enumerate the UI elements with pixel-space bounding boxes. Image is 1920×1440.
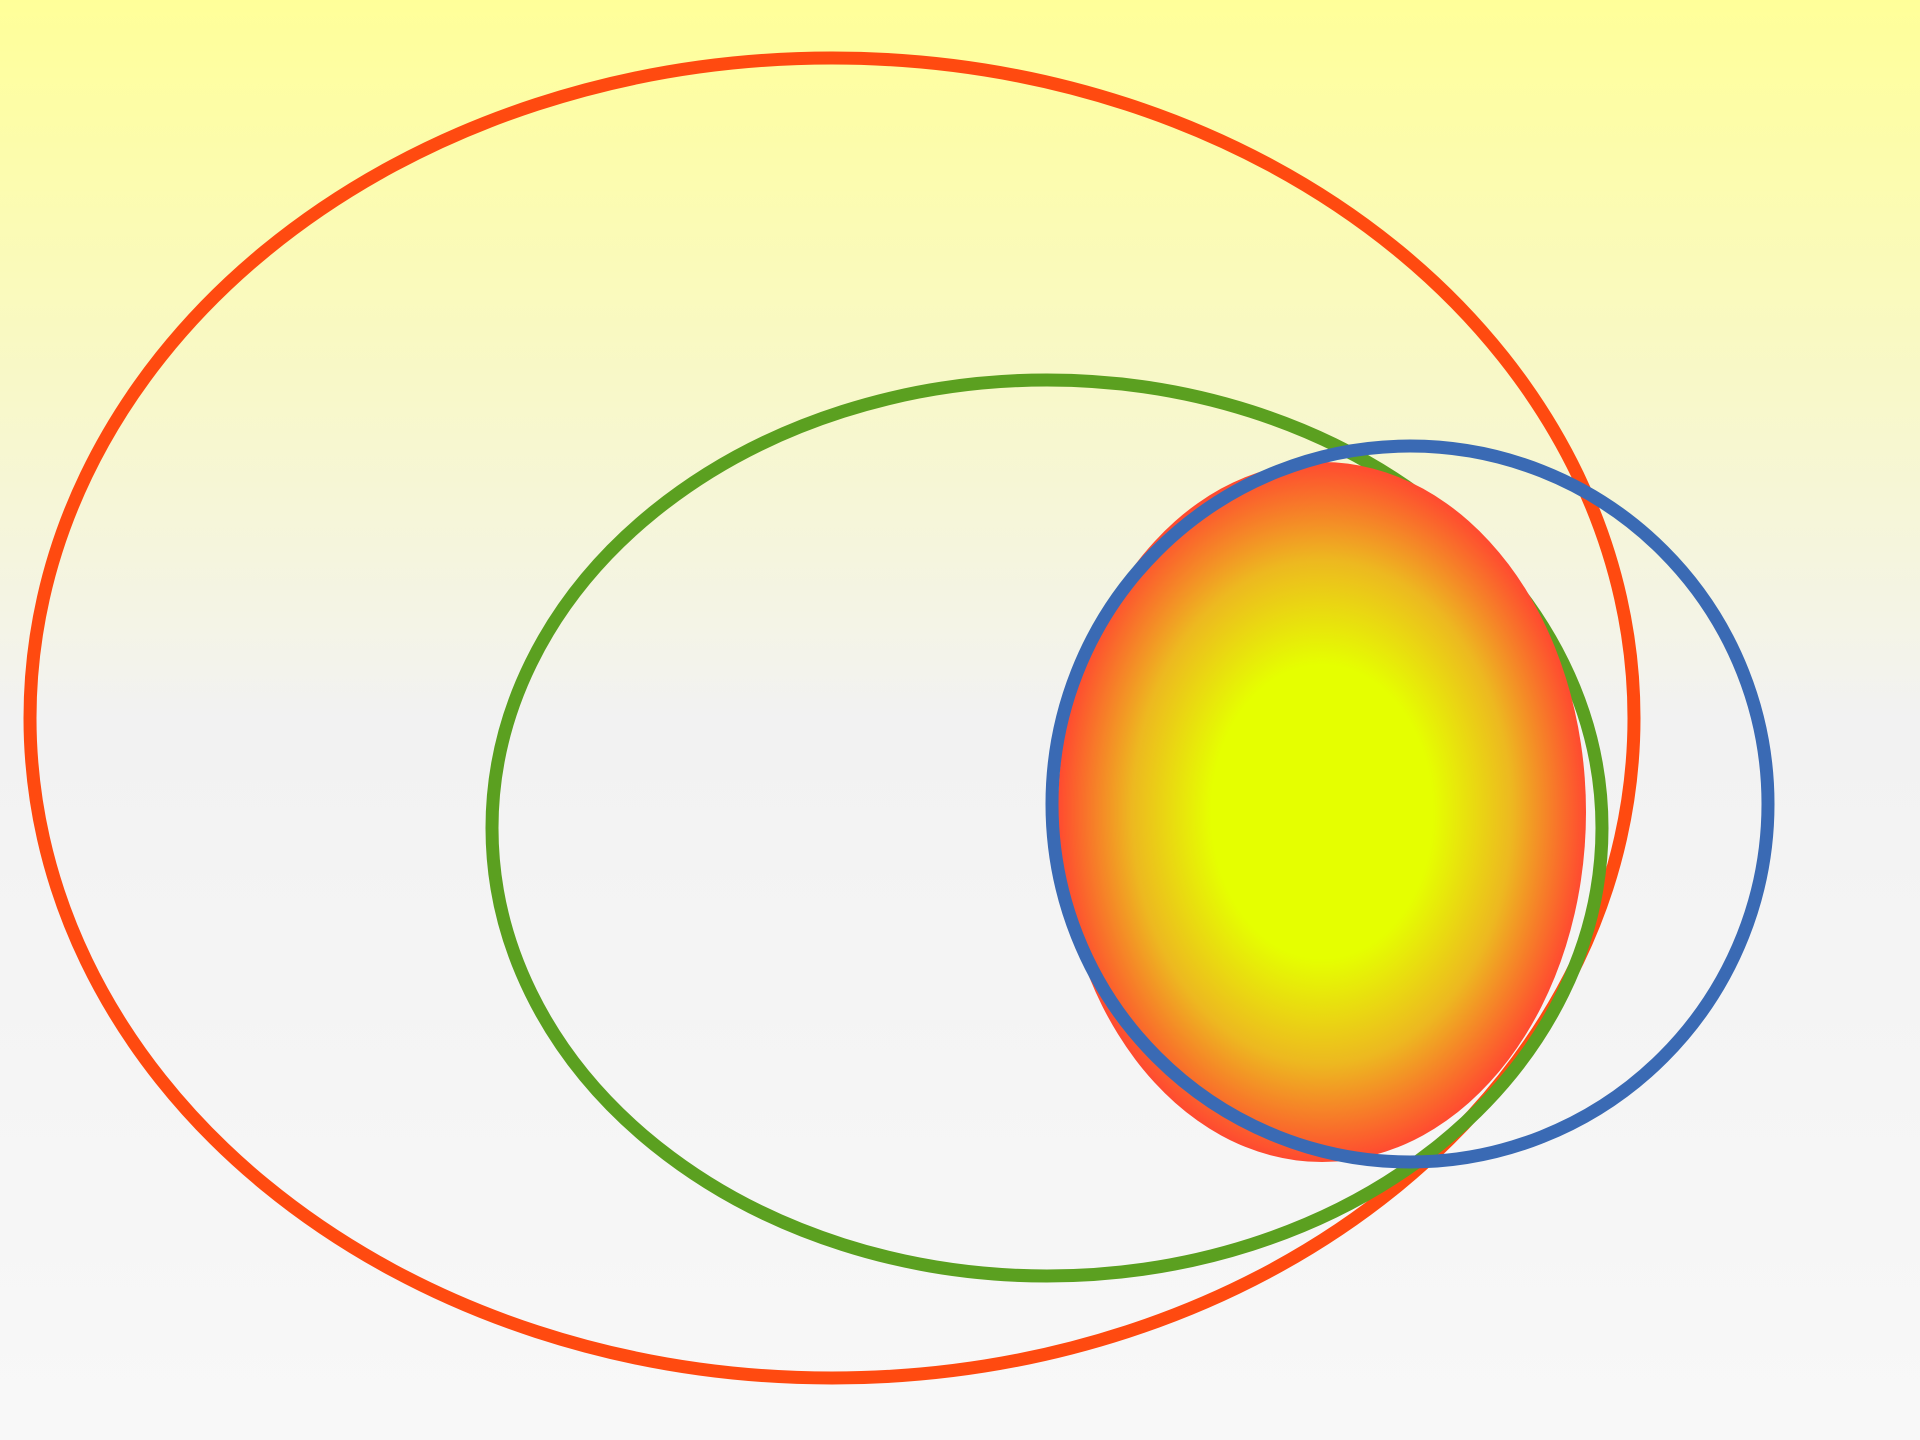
gradient-filled-ellipse <box>1058 462 1586 1162</box>
outer-orange-ellipse <box>23 51 1641 1385</box>
blue-circle <box>1045 439 1775 1169</box>
green-ellipse <box>485 373 1609 1283</box>
